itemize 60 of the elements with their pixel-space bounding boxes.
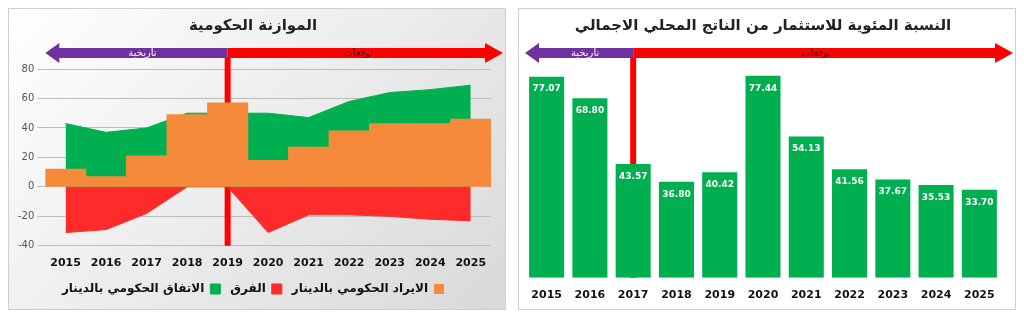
y-tick-label: 60: [21, 92, 35, 104]
bar: [918, 185, 954, 278]
bar: [702, 172, 738, 278]
bar: [875, 179, 911, 278]
bar: [745, 75, 781, 278]
chart-title: النسبة المئوية للاستثمار من الناتج المحلي الاجمالي: [574, 15, 952, 34]
bar: [961, 189, 997, 278]
legend-label: الايراد الحكومي بالدينار: [290, 281, 429, 297]
data-label: 68.80: [575, 105, 605, 116]
text: تاريخية: [569, 46, 601, 60]
text: توقعات: [800, 46, 833, 60]
x-tick-label: 2017: [617, 288, 649, 302]
x-tick-label: 2024: [414, 256, 446, 270]
legend-label: الاتفاق الحكومي بالدينار: [60, 281, 205, 297]
x-tick-label: 2021: [790, 288, 822, 302]
chart-title: الموازنة الحكومية: [188, 15, 318, 34]
data-label: 33.70: [965, 196, 994, 207]
y-tick-label: 40: [21, 121, 35, 133]
data-label: 54.13: [792, 143, 821, 154]
y-tick-label: -40: [17, 239, 35, 251]
x-tick-label: 2022: [834, 288, 865, 302]
bar: [529, 76, 565, 278]
x-tick-label: 2018: [171, 256, 203, 270]
data-label: 41.56: [835, 176, 864, 187]
x-tick-label: 2025: [964, 288, 995, 302]
x-tick-label: 2025: [455, 256, 487, 270]
x-tick-label: 2017: [131, 256, 162, 270]
data-label: 36.80: [662, 188, 691, 199]
data-label: 35.53: [921, 191, 951, 202]
bar: [788, 136, 824, 278]
bar: [615, 164, 651, 278]
text: تاريخية: [127, 46, 158, 60]
x-tick-label: 2018: [661, 288, 692, 302]
x-tick-label: 2023: [374, 256, 406, 270]
data-label: 40.42: [705, 179, 734, 190]
data-label: 77.07: [532, 83, 561, 94]
x-tick-label: 2023: [877, 288, 909, 302]
x-tick-label: 2016: [90, 256, 122, 270]
x-tick-label: 2016: [574, 288, 606, 302]
data-label: 37.67: [878, 186, 908, 197]
x-tick-label: 2015: [50, 256, 81, 270]
bar: [658, 181, 694, 278]
x-tick-label: 2022: [333, 256, 365, 270]
x-tick-label: 2020: [747, 288, 779, 302]
y-tick-label: -20: [17, 209, 35, 221]
x-tick-label: 2021: [293, 256, 324, 270]
y-tick-label: 80: [21, 62, 35, 74]
x-tick-label: 2020: [252, 256, 284, 270]
bar: [832, 169, 868, 278]
data-label: 77.44: [748, 82, 778, 93]
bar: [572, 98, 608, 278]
x-tick-label: 2019: [212, 256, 243, 270]
y-tick-label: 20: [21, 150, 35, 162]
text: توقعات: [342, 46, 375, 60]
x-tick-label: 2015: [531, 288, 562, 302]
data-label: 43.57: [618, 170, 648, 181]
x-tick-label: 2024: [920, 288, 952, 302]
y-tick-label: 0: [27, 180, 35, 192]
legend-label: الفرق: [230, 281, 266, 296]
x-tick-label: 2019: [704, 288, 736, 302]
